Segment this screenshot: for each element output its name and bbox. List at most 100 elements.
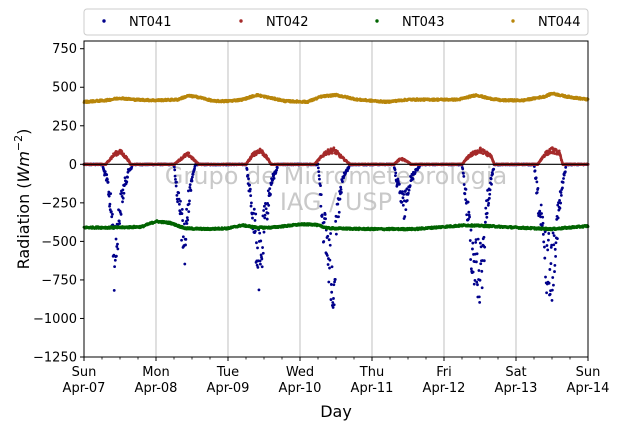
data-point [326, 263, 330, 266]
data-point [543, 245, 546, 249]
data-point [248, 187, 252, 191]
data-point [260, 265, 264, 269]
data-point [190, 175, 194, 179]
data-point [341, 180, 344, 184]
data-point [539, 215, 542, 219]
data-point [553, 270, 556, 273]
data-point [540, 212, 543, 215]
data-point [180, 238, 183, 242]
data-point [185, 207, 189, 211]
data-point [185, 216, 189, 220]
data-point [541, 232, 545, 236]
data-point [252, 207, 256, 211]
data-point [107, 190, 111, 194]
data-point [187, 202, 191, 206]
data-point [126, 175, 129, 179]
data-point [461, 167, 465, 171]
data-point [397, 182, 401, 186]
data-point [176, 200, 180, 204]
data-point [322, 240, 326, 243]
data-point [262, 209, 266, 212]
data-point [407, 188, 411, 192]
data-point [558, 199, 561, 202]
data-point [556, 203, 560, 207]
data-point [474, 238, 478, 242]
data-point [253, 229, 257, 233]
data-point [550, 243, 554, 247]
data-point [551, 231, 555, 235]
data-point [181, 235, 185, 239]
data-point [177, 197, 181, 201]
data-point [492, 167, 496, 171]
data-point [259, 253, 263, 257]
data-point [562, 177, 565, 180]
data-point [541, 221, 545, 225]
data-point [556, 237, 559, 241]
data-point [483, 245, 487, 249]
data-point [322, 221, 326, 224]
data-point [250, 201, 253, 205]
data-point [184, 237, 188, 241]
data-point [479, 262, 483, 266]
data-point [469, 258, 473, 261]
data-point [330, 290, 334, 294]
data-point [554, 241, 558, 245]
data-point [563, 170, 567, 174]
data-point [413, 170, 417, 174]
data-point [402, 193, 406, 196]
grid-lines [83, 41, 589, 357]
data-point [181, 219, 185, 222]
data-point [544, 275, 547, 279]
data-point [173, 168, 177, 172]
data-point [261, 214, 265, 218]
data-point [328, 243, 332, 247]
data-point [121, 200, 124, 204]
data-point [179, 199, 182, 203]
data-point [256, 266, 260, 269]
data-point [264, 207, 268, 211]
data-point [554, 255, 557, 258]
data-point [122, 191, 126, 195]
data-point [191, 172, 195, 176]
data-point [245, 168, 249, 171]
data-point [477, 269, 481, 272]
data-point [328, 258, 332, 262]
data-point [266, 189, 270, 193]
data-point [405, 199, 409, 202]
data-point [120, 149, 124, 153]
data-point [463, 192, 467, 196]
data-point [249, 204, 253, 208]
data-point [490, 182, 493, 186]
data-point [332, 146, 336, 150]
data-point [257, 288, 261, 292]
data-point [246, 173, 250, 177]
data-point [123, 176, 127, 180]
data-point [468, 239, 472, 242]
data-point [478, 301, 482, 304]
data-point [479, 245, 483, 249]
data-point [404, 208, 408, 212]
watermark: Grupo de Micrometeorologia IAG / USP [165, 162, 507, 216]
data-point [550, 288, 554, 292]
data-point [484, 220, 487, 224]
data-point [346, 169, 349, 173]
data-point [401, 203, 405, 207]
data-point [332, 283, 336, 287]
data-point [327, 238, 331, 242]
data-point [332, 297, 335, 300]
data-point [115, 245, 119, 248]
data-point [478, 241, 482, 245]
data-point [319, 193, 323, 197]
data-point [174, 184, 178, 188]
data-point [545, 244, 549, 247]
data-point [255, 241, 258, 245]
data-point [551, 276, 555, 279]
data-point [334, 232, 338, 236]
data-point [336, 202, 340, 206]
data-point [248, 183, 252, 187]
data-point [175, 180, 178, 184]
data-point [121, 188, 125, 192]
data-point [188, 199, 191, 203]
data-point [331, 306, 335, 309]
data-point [465, 213, 469, 217]
